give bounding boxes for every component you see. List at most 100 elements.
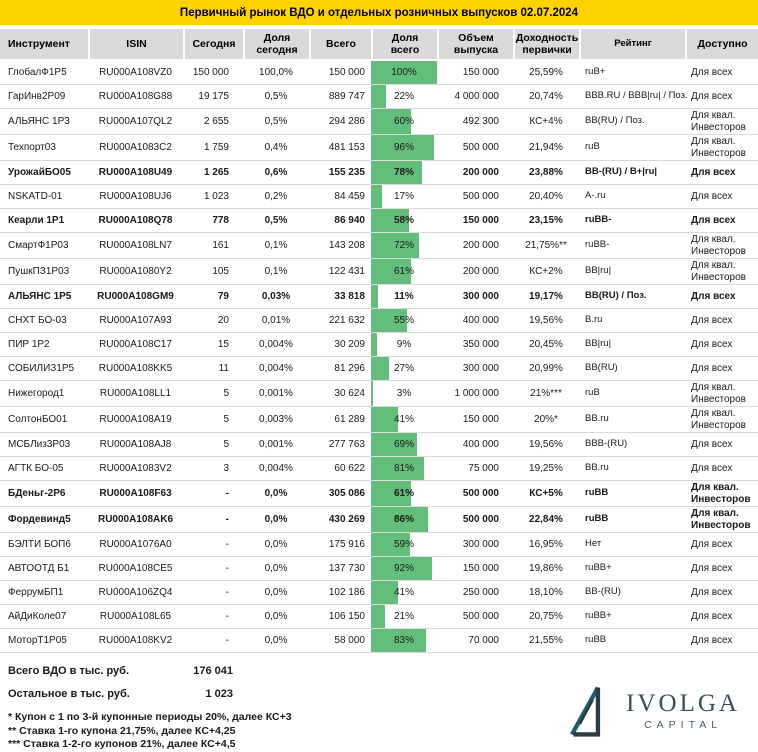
- share-total-label: 100%: [391, 66, 417, 78]
- primary-yield-cell: 21,75%**: [525, 239, 567, 251]
- share-total-bar-cell: 41%: [371, 407, 437, 433]
- share-total-data-bar: [371, 533, 410, 557]
- share-today-cell: 0,0%: [264, 634, 288, 646]
- share-total-data-bar: [371, 285, 379, 309]
- instrument-cell: АВТООТД Б1: [8, 562, 70, 574]
- instrument-cell: БЭЛТИ БОП6: [8, 538, 71, 550]
- issue-volume-cell: 350 000: [462, 338, 499, 350]
- footnote-3: *** Ставка 1-2-го купонов 21%, далее КС+…: [8, 738, 236, 751]
- share-total-bar-cell: 61%: [371, 481, 437, 507]
- footnote-1: * Купон с 1 по 3-й купонные периоды 20%,…: [8, 711, 292, 724]
- share-total-label: 27%: [393, 362, 414, 374]
- isin-cell: RU000A108UJ6: [99, 190, 172, 202]
- primary-yield-cell: 23,15%: [529, 214, 563, 226]
- instrument-cell: NSKATD-01: [8, 190, 63, 202]
- instrument-cell: МСБЛиз3Р03: [8, 438, 71, 450]
- table-row: БДеньг-2Р6 RU000A108F63 - 0,0% 305 086 61% 500…: [0, 481, 758, 508]
- share-today-cell: 100,0%: [259, 66, 293, 78]
- share-total-data-bar: [371, 407, 399, 433]
- primary-yield-cell: 20,75%: [529, 610, 563, 622]
- rating-cell: BB|ru|: [585, 265, 612, 277]
- rating-cell: BBB.RU / BBB|ru| / Поз.: [585, 90, 688, 102]
- table-row: NSKATD-01 RU000A108UJ6 1 023 0,2% 84 459 17% 5…: [0, 185, 758, 210]
- primary-yield-cell: 19,17%: [529, 290, 563, 302]
- total-cell: 294 286: [328, 115, 365, 127]
- issue-volume-cell: 400 000: [462, 438, 499, 450]
- primary-yield-cell: 19,56%: [529, 438, 563, 450]
- total-vdo-value: 176 041: [193, 665, 233, 678]
- total-cell: 481 153: [328, 141, 365, 153]
- share-total-bar-cell: 21%: [371, 605, 437, 629]
- share-total-data-bar: [371, 109, 411, 135]
- primary-yield-cell: КС+5%: [529, 487, 563, 499]
- total-other-value: 1 023: [205, 688, 233, 701]
- isin-cell: RU000A1076A0: [99, 538, 172, 550]
- total-cell: 102 186: [328, 586, 365, 598]
- share-today-cell: 0,004%: [259, 362, 293, 374]
- share-today-cell: 0,1%: [264, 239, 288, 251]
- rating-cell: ruBB-: [585, 239, 610, 251]
- instrument-cell: СНХТ БО-03: [8, 314, 67, 326]
- share-today-cell: 0,003%: [259, 413, 293, 425]
- rating-cell: BB-(RU) / B+|ru|: [585, 166, 658, 178]
- table-row: Нижегород1 RU000A108LL1 5 0,001% 30 624 3% 1 0…: [0, 381, 758, 408]
- issue-volume-cell: 200 000: [462, 166, 499, 178]
- share-total-bar-cell: 100%: [371, 61, 437, 85]
- col-header-issue-volume: Объем выпуска: [437, 29, 513, 60]
- share-total-bar-cell: 92%: [371, 557, 437, 581]
- primary-yield-cell: 20%*: [534, 413, 558, 425]
- share-total-label: 22%: [393, 90, 414, 102]
- share-total-label: 96%: [393, 141, 414, 153]
- today-cell: -: [225, 610, 229, 622]
- logo-subtitle: CAPITAL: [644, 719, 723, 731]
- isin-cell: RU000A108AJ8: [99, 438, 172, 450]
- today-cell: 105: [212, 265, 229, 277]
- issue-volume-cell: 400 000: [462, 314, 499, 326]
- rating-cell: ruBB+: [585, 562, 612, 574]
- rating-cell: BB-(RU): [585, 586, 621, 598]
- table-row: МСБЛиз3Р03 RU000A108AJ8 5 0,001% 277 763 69% 4…: [0, 433, 758, 458]
- instrument-cell: МоторТ1Р05: [8, 634, 67, 646]
- issue-volume-cell: 500 000: [462, 190, 499, 202]
- table-row: ГарИнв2Р09 RU000A108G88 19 175 0,5% 889 747 2…: [0, 85, 758, 110]
- share-total-bar-cell: 86%: [371, 507, 437, 533]
- instrument-cell: Техпорт03: [8, 141, 56, 153]
- access-cell: Для всех: [691, 538, 733, 550]
- instrument-cell: АЛЬЯНС 1Р5: [8, 290, 72, 302]
- share-today-cell: 0,1%: [264, 265, 288, 277]
- table-row: СОБИЛИЗ1Р5 RU000A108KK5 11 0,004% 81 296 27% 3…: [0, 357, 758, 382]
- instrument-cell: ФеррумБП1: [8, 586, 64, 598]
- total-cell: 430 269: [328, 513, 365, 525]
- share-total-label: 17%: [393, 190, 414, 202]
- isin-cell: RU000A106ZQ4: [98, 586, 173, 598]
- rating-cell: ruB: [585, 141, 600, 153]
- footnotes: * Купон с 1 по 3-й купонные периоды 20%,…: [8, 711, 758, 752]
- share-total-label: 69%: [393, 438, 414, 450]
- isin-cell: RU000A108VZ0: [99, 66, 172, 78]
- rating-cell: ruBB: [585, 487, 609, 499]
- total-cell: 221 632: [328, 314, 365, 326]
- share-total-data-bar: [371, 161, 423, 185]
- issue-volume-cell: 4 000 000: [454, 90, 500, 102]
- report-title-bar: Первичный рынок ВДО и отдельных розничны…: [0, 0, 758, 25]
- col-header-share-today: Доля сегодня: [243, 29, 309, 60]
- isin-cell: RU000A108GM9: [97, 290, 174, 302]
- share-total-bar-cell: 59%: [371, 533, 437, 557]
- total-cell: 33 818: [334, 290, 365, 302]
- total-cell: 81 296: [334, 362, 365, 374]
- primary-yield-cell: 20,74%: [529, 90, 563, 102]
- share-total-bar-cell: 61%: [371, 259, 437, 285]
- access-cell: Для всех: [691, 314, 733, 326]
- isin-cell: RU000A107A93: [99, 314, 172, 326]
- isin-cell: RU000A1083V2: [99, 462, 172, 474]
- today-cell: 2 655: [203, 115, 229, 127]
- today-cell: -: [225, 487, 229, 499]
- total-cell: 60 622: [334, 462, 365, 474]
- share-total-label: 60%: [393, 115, 414, 127]
- issue-volume-cell: 1 000 000: [454, 387, 500, 399]
- share-total-bar-cell: 58%: [371, 209, 437, 233]
- table-row: Техпорт03 RU000A1083C2 1 759 0,4% 481 153 96%…: [0, 135, 758, 162]
- rating-cell: BB(RU): [585, 362, 618, 374]
- bond-table-body: ГлобалФ1Р5 RU000A108VZ0 150 000 100,0% 150 0…: [0, 61, 758, 654]
- total-cell: 150 000: [328, 66, 365, 78]
